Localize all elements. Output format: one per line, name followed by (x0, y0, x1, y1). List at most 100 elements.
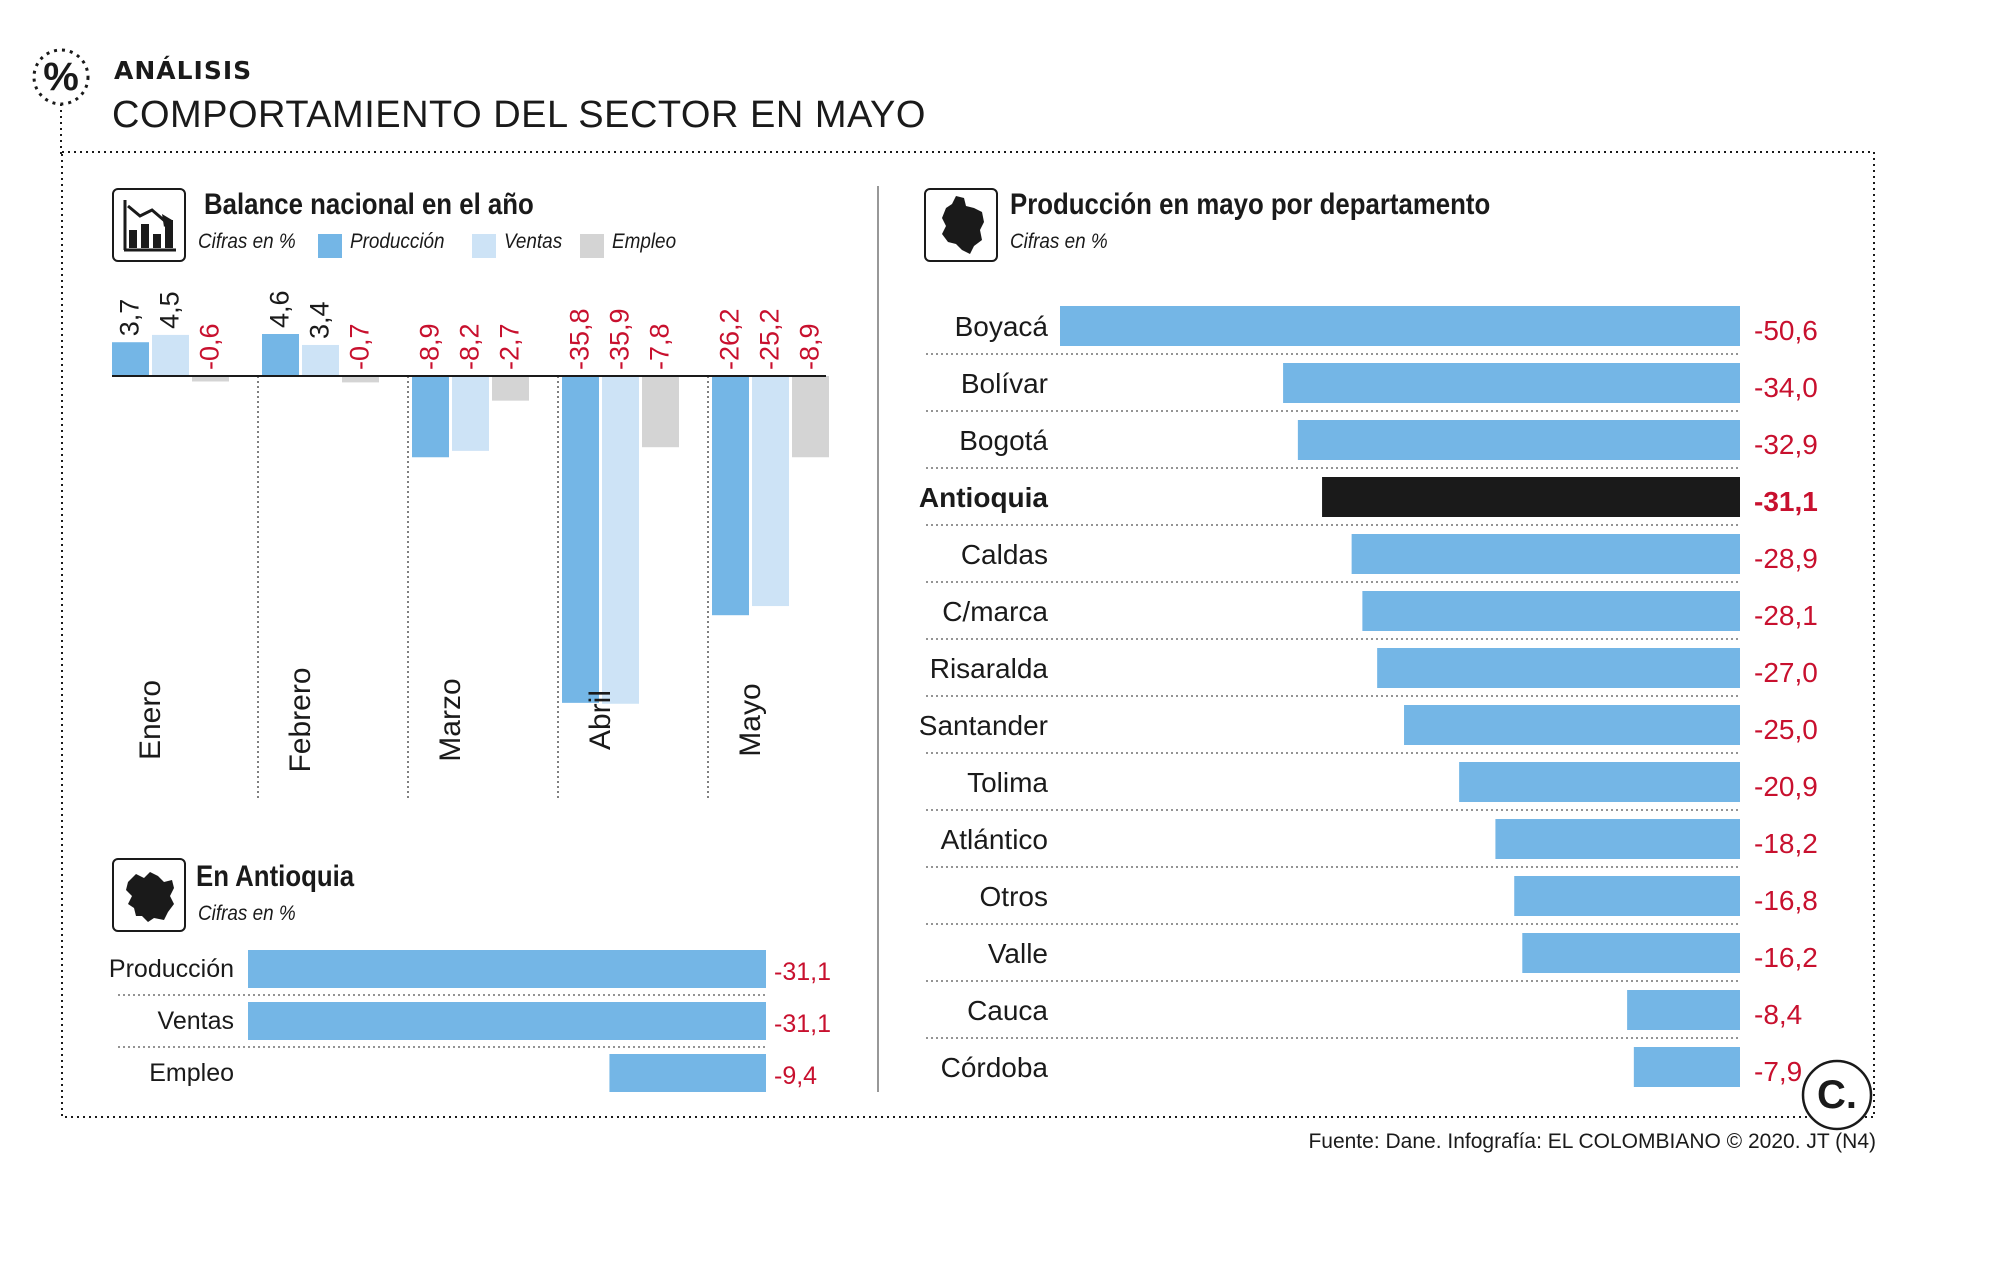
dept-bar-10 (1514, 876, 1740, 916)
category-label: Mayo (734, 683, 767, 756)
bar-ventas-abril (602, 376, 639, 704)
dept-category-label: Cauca (967, 995, 1048, 1026)
dept-category-label: Atlántico (941, 824, 1048, 855)
category-label: Enero (134, 680, 167, 760)
dept-value-label: -16,8 (1754, 885, 1818, 916)
dept-category-label: Antioquia (919, 482, 1049, 513)
dept-value-label: -16,2 (1754, 942, 1818, 973)
antioquia-bar-1 (248, 1002, 766, 1040)
legend-empleo-swatch (580, 234, 604, 258)
antioquia-category-label: Producción (109, 955, 234, 983)
bar-empleo-febrero (342, 376, 379, 383)
bar-empleo-marzo (492, 376, 529, 401)
antioquia-value-label: -31,1 (774, 1010, 831, 1038)
data-label-empleo-mayo: -8,9 (795, 323, 825, 370)
antioquia-value-label: -31,1 (774, 958, 831, 986)
data-label-producción-marzo: -8,9 (415, 323, 445, 370)
logo-letter: C. (1817, 1073, 1857, 1117)
dept-category-label: Santander (919, 710, 1048, 741)
dept-bar-5 (1362, 591, 1740, 631)
dept-bar-3 (1322, 477, 1740, 517)
bar-empleo-enero (192, 376, 229, 382)
bar-producción-febrero (262, 334, 299, 376)
colombia-map-icon (924, 188, 998, 262)
bar-empleo-mayo (792, 376, 829, 458)
dept-category-label: Risaralda (930, 653, 1049, 684)
dept-bar-8 (1459, 762, 1740, 802)
dept-bar-0 (1060, 306, 1740, 346)
data-label-ventas-enero: 4,5 (155, 291, 185, 329)
chart-growth-icon (112, 188, 186, 262)
dept-category-label: Bolívar (961, 368, 1048, 399)
dept-bar-1 (1283, 363, 1740, 403)
legend-produccion-swatch (318, 234, 342, 258)
balance-subtitle: Cifras en % (198, 230, 296, 253)
dept-bar-9 (1495, 819, 1740, 859)
page-title: COMPORTAMIENTO DEL SECTOR EN MAYO (112, 94, 926, 136)
data-label-ventas-abril: -35,9 (605, 308, 635, 370)
antioquia-title: En Antioquia (196, 860, 355, 893)
dept-bar-13 (1633, 1047, 1740, 1087)
category-label: Marzo (434, 678, 467, 761)
data-label-producción-mayo: -26,2 (715, 308, 745, 370)
dept-bar-2 (1297, 420, 1740, 460)
dept-bar-4 (1351, 534, 1740, 574)
dept-value-label: -25,0 (1754, 714, 1818, 745)
dept-value-label: -7,9 (1754, 1056, 1802, 1087)
data-label-producción-febrero: 4,6 (265, 290, 295, 328)
dept-value-label: -32,9 (1754, 429, 1818, 460)
dept-value-label: -28,9 (1754, 543, 1818, 574)
antioquia-bar-2 (609, 1054, 766, 1092)
legend-ventas-label: Ventas (504, 230, 563, 253)
dept-bar-7 (1404, 705, 1740, 745)
bar-ventas-mayo (752, 376, 789, 607)
source-credit: Fuente: Dane. Infografía: EL COLOMBIANO … (1308, 1130, 1876, 1153)
bar-producción-enero (112, 342, 149, 376)
section-kicker: ANÁLISIS (114, 56, 253, 85)
el-colombiano-logo: C. (1800, 1058, 1873, 1131)
antioquia-subtitle: Cifras en % (198, 902, 296, 925)
dept-category-label: Boyacá (955, 311, 1049, 342)
data-label-empleo-abril: -7,8 (645, 323, 675, 370)
antioquia-category-label: Ventas (158, 1007, 234, 1035)
dept-category-label: Caldas (961, 539, 1048, 570)
dept-bar-6 (1377, 648, 1740, 688)
percent-icon: % (43, 55, 79, 99)
bar-empleo-abril (642, 376, 679, 448)
legend-empleo-label: Empleo (612, 230, 677, 253)
data-label-empleo-febrero: -0,7 (345, 323, 375, 370)
data-label-ventas-febrero: 3,4 (305, 301, 335, 339)
dept-value-label: -18,2 (1754, 828, 1818, 859)
dept-category-label: C/marca (942, 596, 1048, 627)
category-label: Febrero (284, 667, 317, 772)
antioquia-map-icon (112, 858, 186, 932)
category-label: Abril (584, 690, 617, 750)
bar-producción-abril (562, 376, 599, 703)
antioquia-category-label: Empleo (149, 1059, 234, 1087)
bar-ventas-marzo (452, 376, 489, 451)
data-label-empleo-enero: -0,6 (195, 323, 225, 370)
departamentos-subtitle: Cifras en % (1010, 230, 1108, 253)
dept-category-label: Valle (988, 938, 1048, 969)
dept-value-label: -27,0 (1754, 657, 1818, 688)
header-dotted-connector (60, 104, 62, 154)
dept-value-label: -31,1 (1754, 486, 1818, 517)
balance-title: Balance nacional en el año (204, 188, 534, 221)
data-label-ventas-marzo: -8,2 (455, 323, 485, 370)
dept-bar-11 (1522, 933, 1740, 973)
antioquia-value-label: -9,4 (774, 1062, 817, 1090)
dept-value-label: -34,0 (1754, 372, 1818, 403)
legend-produccion-label: Producción (350, 230, 445, 253)
data-label-producción-enero: 3,7 (115, 299, 145, 337)
dept-value-label: -28,1 (1754, 600, 1818, 631)
bar-ventas-enero (152, 334, 189, 376)
dept-category-label: Córdoba (941, 1052, 1049, 1083)
legend-ventas-swatch (472, 234, 496, 258)
data-label-producción-abril: -35,8 (565, 308, 595, 370)
dept-value-label: -20,9 (1754, 771, 1818, 802)
dept-bar-12 (1627, 990, 1740, 1030)
bar-ventas-febrero (302, 344, 339, 376)
